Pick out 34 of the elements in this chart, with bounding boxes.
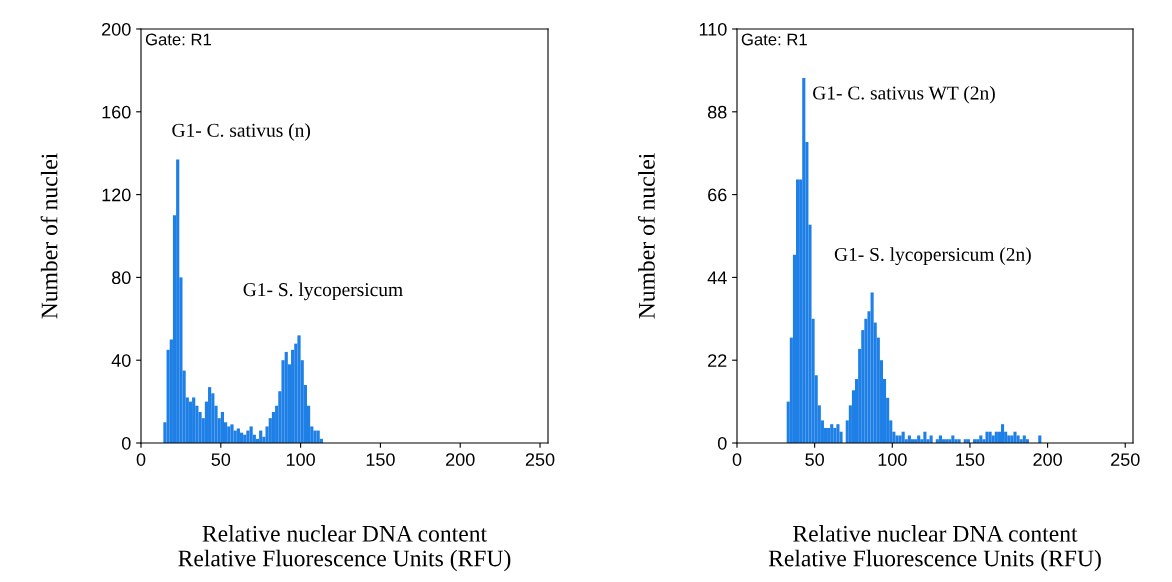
annotation: G1- S. lycopersicum bbox=[243, 282, 403, 301]
x-tick-label: 100 bbox=[286, 453, 315, 466]
y-axis-title: Number of nuclei bbox=[637, 153, 655, 319]
annotation: Gate: R1 bbox=[145, 33, 211, 46]
x-tick-label: 0 bbox=[136, 453, 146, 466]
y-tick-label: 0 bbox=[121, 436, 131, 450]
y-tick-label: 160 bbox=[102, 105, 131, 119]
y-tick-label: 0 bbox=[717, 436, 727, 450]
annotation: G1- C. sativus WT (2n) bbox=[813, 85, 995, 104]
x-tick-label: 150 bbox=[366, 453, 395, 466]
y-tick-label: 40 bbox=[111, 354, 131, 367]
x-tick-label: 100 bbox=[878, 453, 907, 466]
y-tick-label: 22 bbox=[708, 354, 727, 367]
y-tick-label: 200 bbox=[102, 22, 131, 36]
y-axis-title: Number of nuclei bbox=[40, 153, 58, 319]
x-tick-label: 150 bbox=[956, 453, 985, 466]
x-axis-title: Relative nuclear DNA content Relative Fluorescence Units (RFU) bbox=[178, 525, 511, 572]
annotation: G1- S. lycopersicum (2n) bbox=[834, 247, 1031, 265]
x-tick-label: 250 bbox=[525, 453, 555, 466]
x-tick-label: 200 bbox=[446, 453, 475, 466]
x-tick-label: 50 bbox=[211, 453, 231, 466]
x-tick-label: 200 bbox=[1033, 453, 1062, 466]
y-tick-label: 88 bbox=[707, 105, 727, 119]
x-axis-title: Relative nuclear DNA content Relative Fluorescence Units (RFU) bbox=[768, 525, 1101, 572]
x-tick-label: 250 bbox=[1111, 453, 1140, 466]
y-tick-label: 110 bbox=[699, 22, 727, 36]
y-tick-label: 120 bbox=[102, 188, 131, 202]
x-tick-label: 0 bbox=[732, 453, 742, 466]
annotation: Gate: R1 bbox=[741, 33, 807, 46]
y-tick-label: 44 bbox=[707, 271, 727, 284]
y-tick-label: 66 bbox=[708, 188, 727, 202]
y-tick-label: 80 bbox=[111, 271, 131, 285]
x-tick-label: 50 bbox=[805, 453, 824, 466]
annotation: G1- C. sativus (n) bbox=[172, 123, 311, 141]
